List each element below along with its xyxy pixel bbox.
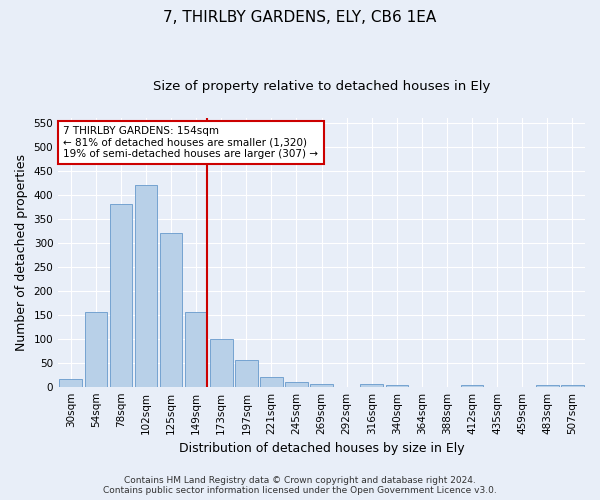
Text: 7, THIRLBY GARDENS, ELY, CB6 1EA: 7, THIRLBY GARDENS, ELY, CB6 1EA bbox=[163, 10, 437, 25]
Bar bbox=[361, 384, 383, 386]
Bar bbox=[386, 385, 408, 386]
Bar bbox=[260, 377, 283, 386]
Bar bbox=[134, 185, 157, 386]
Y-axis label: Number of detached properties: Number of detached properties bbox=[15, 154, 28, 350]
Bar bbox=[59, 380, 82, 386]
Bar bbox=[285, 382, 308, 386]
Title: Size of property relative to detached houses in Ely: Size of property relative to detached ho… bbox=[153, 80, 490, 93]
Bar bbox=[561, 385, 584, 386]
Bar bbox=[310, 384, 333, 386]
Bar bbox=[160, 233, 182, 386]
X-axis label: Distribution of detached houses by size in Ely: Distribution of detached houses by size … bbox=[179, 442, 464, 455]
Bar bbox=[85, 312, 107, 386]
Text: Contains HM Land Registry data © Crown copyright and database right 2024.
Contai: Contains HM Land Registry data © Crown c… bbox=[103, 476, 497, 495]
Bar bbox=[235, 360, 257, 386]
Bar bbox=[536, 385, 559, 386]
Bar bbox=[185, 312, 208, 386]
Bar bbox=[461, 385, 484, 386]
Bar bbox=[110, 204, 132, 386]
Text: 7 THIRLBY GARDENS: 154sqm
← 81% of detached houses are smaller (1,320)
19% of se: 7 THIRLBY GARDENS: 154sqm ← 81% of detac… bbox=[64, 126, 319, 159]
Bar bbox=[210, 338, 233, 386]
